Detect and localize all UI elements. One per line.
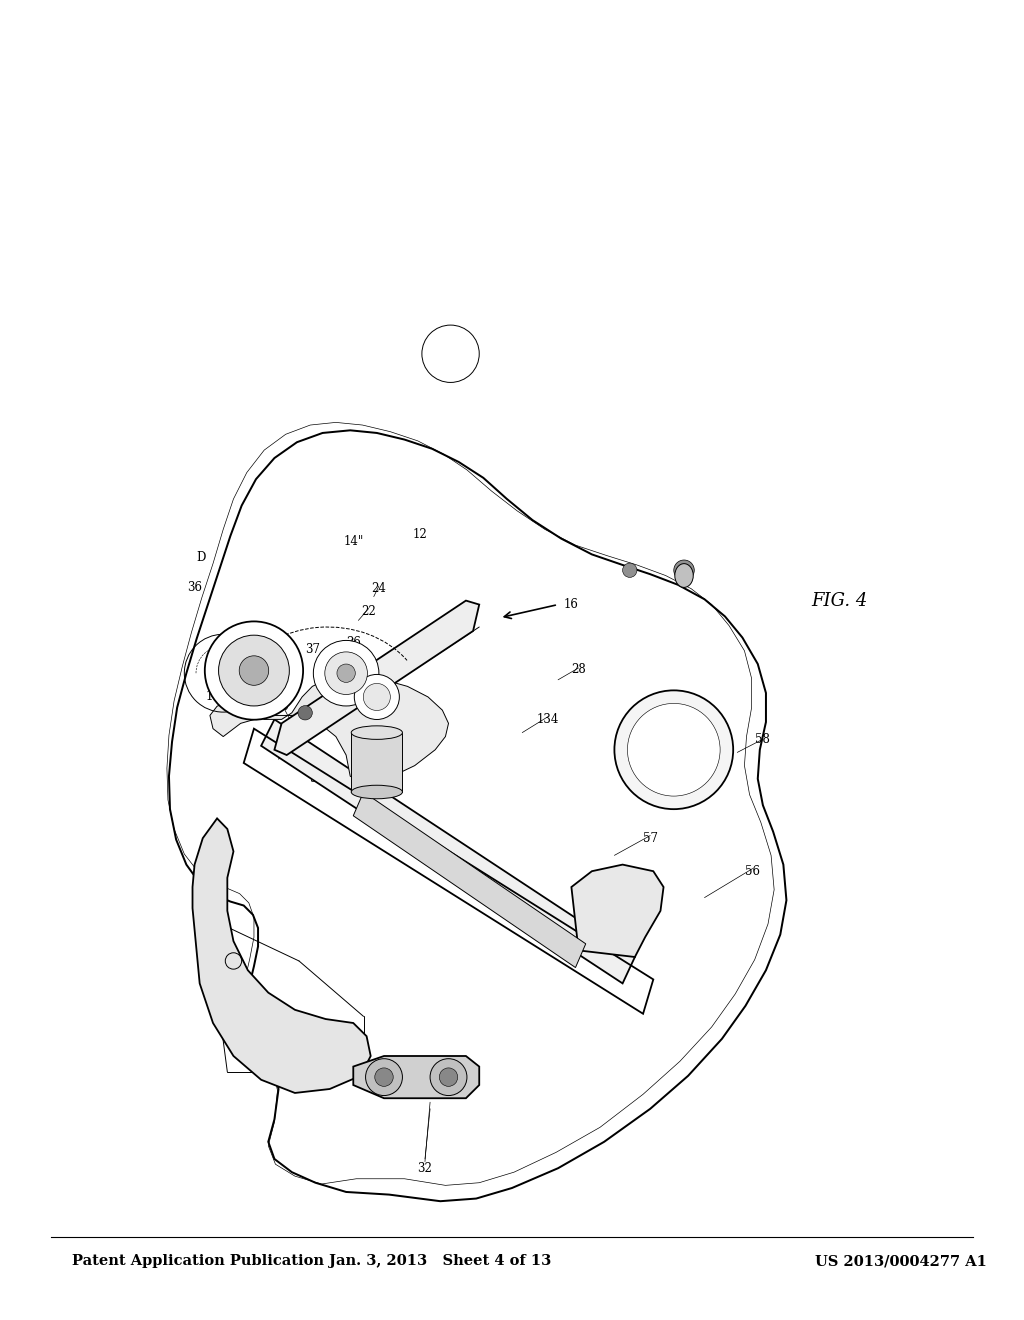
Circle shape <box>354 675 399 719</box>
Circle shape <box>364 684 390 710</box>
Text: 58: 58 <box>756 733 770 746</box>
Text: Patent Application Publication: Patent Application Publication <box>72 1254 324 1269</box>
Text: 57: 57 <box>643 832 657 845</box>
Circle shape <box>298 706 312 719</box>
Circle shape <box>325 652 368 694</box>
Text: 26: 26 <box>346 636 360 649</box>
Text: Jan. 3, 2013   Sheet 4 of 13: Jan. 3, 2013 Sheet 4 of 13 <box>329 1254 552 1269</box>
Text: 14": 14" <box>343 535 364 548</box>
Circle shape <box>430 1059 467 1096</box>
Text: 32: 32 <box>418 1162 432 1175</box>
Text: 37: 37 <box>305 643 319 656</box>
Text: US 2013/0004277 A1: US 2013/0004277 A1 <box>815 1254 987 1269</box>
Polygon shape <box>193 818 371 1093</box>
Circle shape <box>366 1059 402 1096</box>
Circle shape <box>439 1068 458 1086</box>
Circle shape <box>674 560 694 581</box>
Circle shape <box>375 1068 393 1086</box>
Polygon shape <box>353 1056 479 1098</box>
Text: 20: 20 <box>274 700 289 713</box>
Text: 134: 134 <box>537 713 559 726</box>
Text: 22: 22 <box>361 605 376 618</box>
Circle shape <box>337 664 355 682</box>
Polygon shape <box>351 733 402 792</box>
Text: D: D <box>196 550 206 564</box>
Text: 36: 36 <box>187 581 202 594</box>
Circle shape <box>240 656 268 685</box>
Text: FIG. 4: FIG. 4 <box>811 591 868 610</box>
Text: 28: 28 <box>571 663 586 676</box>
Polygon shape <box>353 792 586 968</box>
Text: 56: 56 <box>745 865 760 878</box>
Circle shape <box>628 704 720 796</box>
Text: 12: 12 <box>413 528 427 541</box>
Polygon shape <box>261 719 635 983</box>
Polygon shape <box>274 601 479 755</box>
Circle shape <box>205 622 303 719</box>
Ellipse shape <box>675 564 693 587</box>
Circle shape <box>218 635 290 706</box>
Text: 24: 24 <box>372 582 386 595</box>
Polygon shape <box>210 676 449 785</box>
Circle shape <box>623 564 637 577</box>
Text: 14': 14' <box>206 690 224 704</box>
Polygon shape <box>571 865 664 957</box>
Circle shape <box>313 640 379 706</box>
Text: 16: 16 <box>564 598 579 611</box>
Text: 54: 54 <box>310 772 325 785</box>
Circle shape <box>614 690 733 809</box>
Ellipse shape <box>351 785 402 799</box>
Ellipse shape <box>351 726 402 739</box>
